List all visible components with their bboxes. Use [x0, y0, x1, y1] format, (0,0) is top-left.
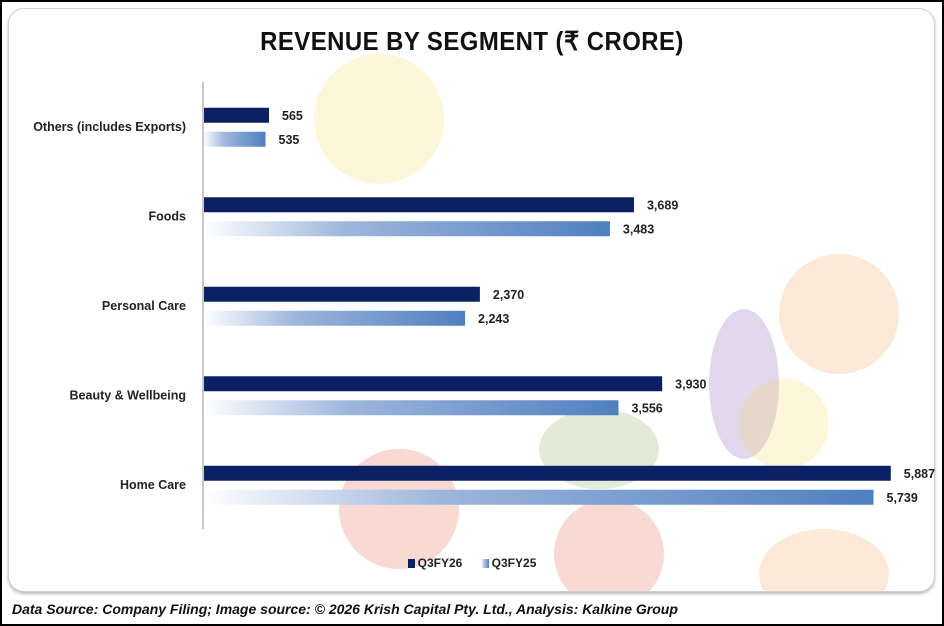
data-label: 3,556 [631, 401, 662, 415]
bar-q3fy25 [203, 221, 610, 237]
bar-q3fy26 [203, 376, 663, 392]
decorative-tomato-2 [554, 499, 664, 591]
category-label: Home Care [120, 478, 186, 492]
bar-q3fy26 [203, 286, 480, 302]
data-label: 3,930 [675, 377, 706, 391]
data-label: 535 [279, 133, 300, 147]
decorative-lemon [314, 54, 444, 184]
data-label: 2,243 [478, 312, 509, 326]
chart-title: REVENUE BY SEGMENT (₹ CRORE) [260, 26, 684, 56]
bar-q3fy26 [203, 197, 634, 213]
bar-q3fy26 [203, 465, 891, 481]
bar-q3fy25 [203, 131, 266, 147]
category-label: Others (includes Exports) [33, 120, 186, 134]
data-label: 3,689 [647, 198, 678, 212]
data-label: 2,370 [493, 288, 524, 302]
legend-item-q3fy25: Q3FY25 [481, 556, 537, 570]
legend: Q3FY26 Q3FY25 [0, 556, 944, 571]
legend-item-q3fy26: Q3FY26 [407, 556, 463, 570]
category-label: Foods [149, 209, 187, 223]
category-label: Beauty & Wellbeing [70, 388, 186, 402]
bar-q3fy25 [203, 400, 619, 416]
data-label: 5,887 [904, 467, 935, 481]
bar-q3fy25 [203, 310, 466, 326]
data-label: 5,739 [887, 491, 918, 505]
category-label: Personal Care [102, 299, 186, 313]
legend-label: Q3FY25 [491, 556, 537, 570]
data-label: 565 [282, 109, 303, 123]
data-label: 3,483 [623, 222, 654, 236]
legend-swatch-q3fy26 [407, 558, 415, 568]
legend-label: Q3FY26 [417, 556, 463, 570]
bar-q3fy26 [203, 107, 270, 123]
decorative-eggplant [709, 309, 779, 459]
bar-q3fy25 [203, 489, 874, 505]
source-footer: Data Source: Company Filing; Image sourc… [12, 601, 678, 617]
legend-swatch-q3fy25 [481, 558, 489, 568]
decorative-lemon-2 [739, 379, 829, 469]
decorative-orange [779, 254, 899, 374]
